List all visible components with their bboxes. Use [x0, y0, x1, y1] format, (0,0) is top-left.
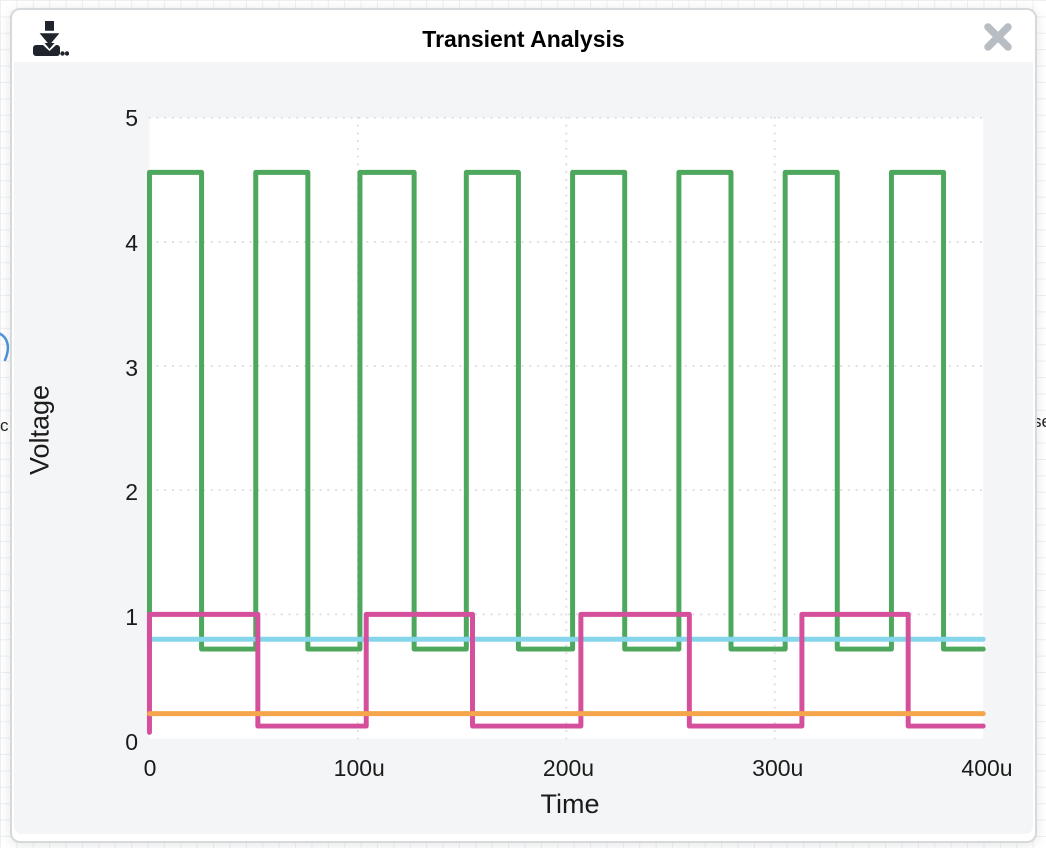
x-tick-200u: 200u — [542, 755, 595, 781]
y-tick-4: 4 — [125, 229, 138, 256]
chart-area: 0 1 2 3 4 5 0 100u 200u 300u 400u Time Voltage — [14, 62, 1033, 834]
y-tick-5: 5 — [125, 105, 138, 131]
series-pink-square-wave — [146, 611, 986, 735]
y-tick-2: 2 — [125, 479, 138, 506]
transient-analysis-dialog: Transient Analysis 0 1 2 3 4 5 0 100u 200u 300u 4… — [10, 8, 1037, 843]
y-tick-0: 0 — [125, 729, 138, 755]
y-tick-1: 1 — [125, 604, 138, 631]
background-partial-text-left: c — [0, 416, 9, 435]
x-tick-300u: 300u — [752, 755, 804, 781]
series-green-square-wave — [146, 169, 986, 652]
waveform-plot — [146, 116, 986, 740]
close-icon — [984, 23, 1012, 51]
close-button[interactable] — [981, 21, 1015, 55]
y-tick-3: 3 — [125, 354, 138, 381]
dialog-title: Transient Analysis — [422, 26, 625, 52]
download-icon — [33, 21, 70, 56]
x-tick-400u: 400u — [961, 755, 1013, 781]
download-button[interactable] — [30, 20, 70, 60]
background-wire-arc-icon — [0, 332, 10, 362]
dialog-header: Transient Analysis — [12, 10, 1035, 62]
x-axis-label: Time — [540, 789, 600, 819]
x-tick-100u: 100u — [333, 755, 385, 781]
y-axis-label: Voltage — [24, 384, 55, 476]
x-tick-0: 0 — [143, 755, 157, 781]
